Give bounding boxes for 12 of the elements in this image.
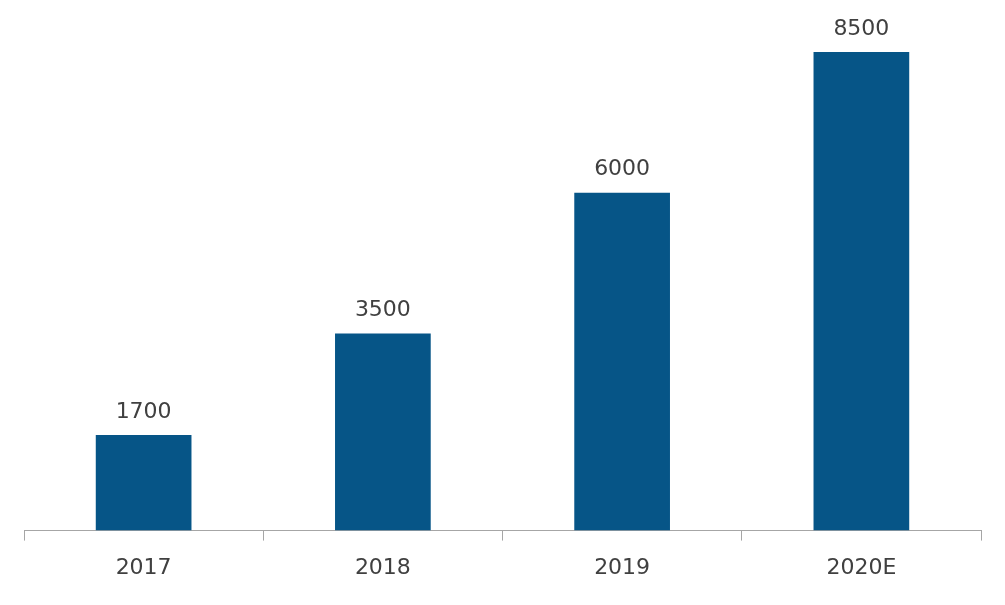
data-label: 6000 bbox=[594, 155, 651, 181]
bar bbox=[95, 434, 192, 531]
bar bbox=[574, 192, 670, 531]
data-label: 3500 bbox=[354, 296, 411, 322]
x-tick-label: 2020E bbox=[826, 553, 897, 579]
x-tick-label: 2017 bbox=[115, 553, 172, 579]
x-tick-label: 2019 bbox=[594, 553, 651, 579]
bar bbox=[335, 333, 431, 531]
x-tick-label: 2018 bbox=[354, 553, 411, 579]
bar bbox=[813, 52, 910, 531]
data-label: 1700 bbox=[115, 397, 172, 423]
data-label: 8500 bbox=[833, 14, 890, 40]
